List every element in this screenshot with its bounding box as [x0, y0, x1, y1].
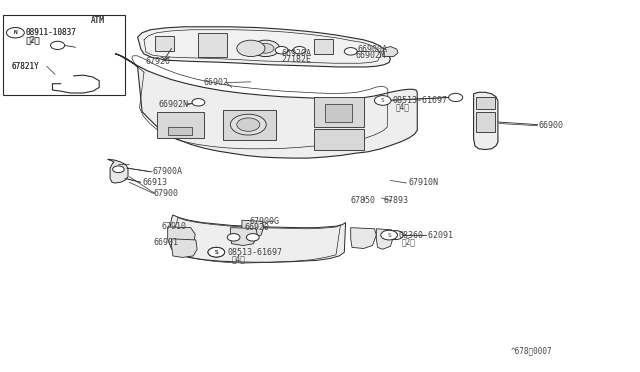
Circle shape [381, 230, 397, 240]
Polygon shape [3, 15, 125, 95]
Polygon shape [155, 36, 174, 51]
Polygon shape [314, 129, 364, 150]
Polygon shape [230, 228, 257, 246]
Polygon shape [172, 239, 197, 257]
Text: N: N [13, 30, 17, 35]
Text: ATM: ATM [91, 16, 105, 25]
Circle shape [113, 166, 124, 173]
Circle shape [252, 40, 280, 57]
Text: 〨4〩: 〨4〩 [396, 103, 410, 112]
Text: 66913: 66913 [142, 178, 167, 187]
Text: 〨4〩: 〨4〩 [232, 254, 246, 263]
Circle shape [208, 247, 225, 257]
Polygon shape [351, 228, 376, 248]
Polygon shape [383, 46, 398, 57]
Text: 67893: 67893 [384, 196, 409, 205]
Circle shape [230, 114, 266, 135]
Text: 08513-61697: 08513-61697 [228, 248, 283, 257]
Polygon shape [376, 229, 394, 249]
Polygon shape [115, 54, 417, 158]
Text: ^678：0007: ^678：0007 [511, 346, 552, 355]
Polygon shape [314, 39, 333, 54]
Text: 08911-10837: 08911-10837 [26, 28, 76, 37]
Circle shape [192, 99, 205, 106]
Circle shape [227, 234, 240, 241]
Text: ATM: ATM [91, 16, 105, 25]
Circle shape [237, 40, 265, 57]
Polygon shape [157, 112, 204, 138]
Polygon shape [223, 110, 276, 140]
Text: 〨2〩: 〨2〩 [27, 35, 41, 44]
Circle shape [208, 247, 225, 257]
Polygon shape [325, 104, 352, 122]
Text: S: S [214, 250, 218, 255]
Text: 66920: 66920 [244, 223, 269, 232]
Text: S: S [387, 232, 391, 238]
Text: 67920: 67920 [146, 57, 171, 66]
Text: 67900G: 67900G [250, 217, 280, 226]
Circle shape [449, 93, 463, 102]
Text: 〨2〩: 〨2〩 [26, 35, 40, 44]
Text: 08911-10837: 08911-10837 [26, 28, 76, 37]
Circle shape [275, 46, 288, 54]
Polygon shape [314, 97, 364, 127]
Text: 67900A: 67900A [152, 167, 182, 176]
Text: 08360-62091: 08360-62091 [398, 231, 453, 240]
Circle shape [344, 48, 357, 55]
Polygon shape [476, 112, 495, 132]
Polygon shape [474, 92, 498, 150]
Text: 66900A: 66900A [357, 45, 387, 54]
Text: 66900: 66900 [539, 121, 564, 130]
Text: 66902: 66902 [204, 78, 228, 87]
Text: 67900: 67900 [154, 189, 179, 198]
Text: S: S [381, 98, 385, 103]
Text: 67850: 67850 [351, 196, 376, 205]
Text: 67910N: 67910N [408, 178, 438, 187]
Circle shape [237, 118, 260, 131]
Text: 67821Y: 67821Y [12, 62, 39, 71]
Polygon shape [170, 215, 346, 262]
Circle shape [293, 46, 306, 54]
Text: S: S [214, 250, 218, 255]
Polygon shape [198, 33, 227, 57]
Circle shape [246, 234, 259, 241]
Polygon shape [476, 97, 495, 109]
Circle shape [6, 28, 24, 38]
Circle shape [388, 231, 403, 240]
Text: 66902N: 66902N [159, 100, 189, 109]
Text: N: N [13, 30, 17, 35]
Text: 27182E: 27182E [282, 55, 312, 64]
Text: 08513-61697: 08513-61697 [393, 96, 448, 105]
Polygon shape [168, 227, 195, 251]
Circle shape [257, 44, 274, 53]
Circle shape [7, 28, 24, 38]
Text: 66902M: 66902M [355, 51, 385, 60]
Circle shape [51, 41, 65, 49]
Text: 〨2〩: 〨2〩 [402, 237, 416, 246]
Text: 67821Y: 67821Y [12, 62, 39, 71]
Text: 67910: 67910 [161, 222, 186, 231]
Polygon shape [108, 159, 128, 183]
Polygon shape [242, 220, 264, 238]
Text: 66920A: 66920A [282, 49, 312, 58]
Text: 66901: 66901 [154, 238, 179, 247]
Polygon shape [168, 127, 192, 135]
Circle shape [374, 96, 391, 105]
Polygon shape [138, 27, 390, 67]
